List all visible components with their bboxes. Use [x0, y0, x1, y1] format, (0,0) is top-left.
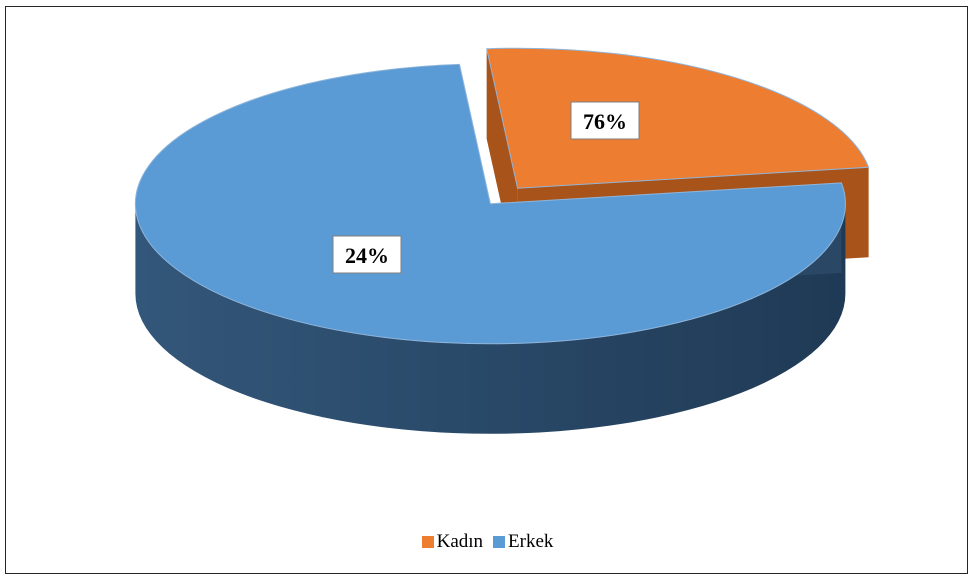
slice-top-erkek [134, 63, 846, 345]
legend: Kadın Erkek [0, 529, 975, 555]
legend-item-erkek: Erkek [493, 531, 553, 553]
legend-swatch [421, 536, 434, 548]
svg-text:76%: 76% [583, 109, 627, 134]
data-label-erkek: 76% [570, 101, 640, 140]
legend-label: Erkek [508, 531, 554, 552]
data-label-kadın: 24% [332, 235, 402, 274]
legend-swatch [493, 536, 506, 548]
slice-top-kadın [486, 47, 870, 189]
legend-item-kadın: Kadın [421, 531, 484, 553]
legend-label: Kadın [436, 531, 484, 552]
pie-slice-erkek [134, 63, 846, 434]
slice-side-erkek [135, 203, 846, 434]
svg-text:24%: 24% [345, 243, 389, 268]
